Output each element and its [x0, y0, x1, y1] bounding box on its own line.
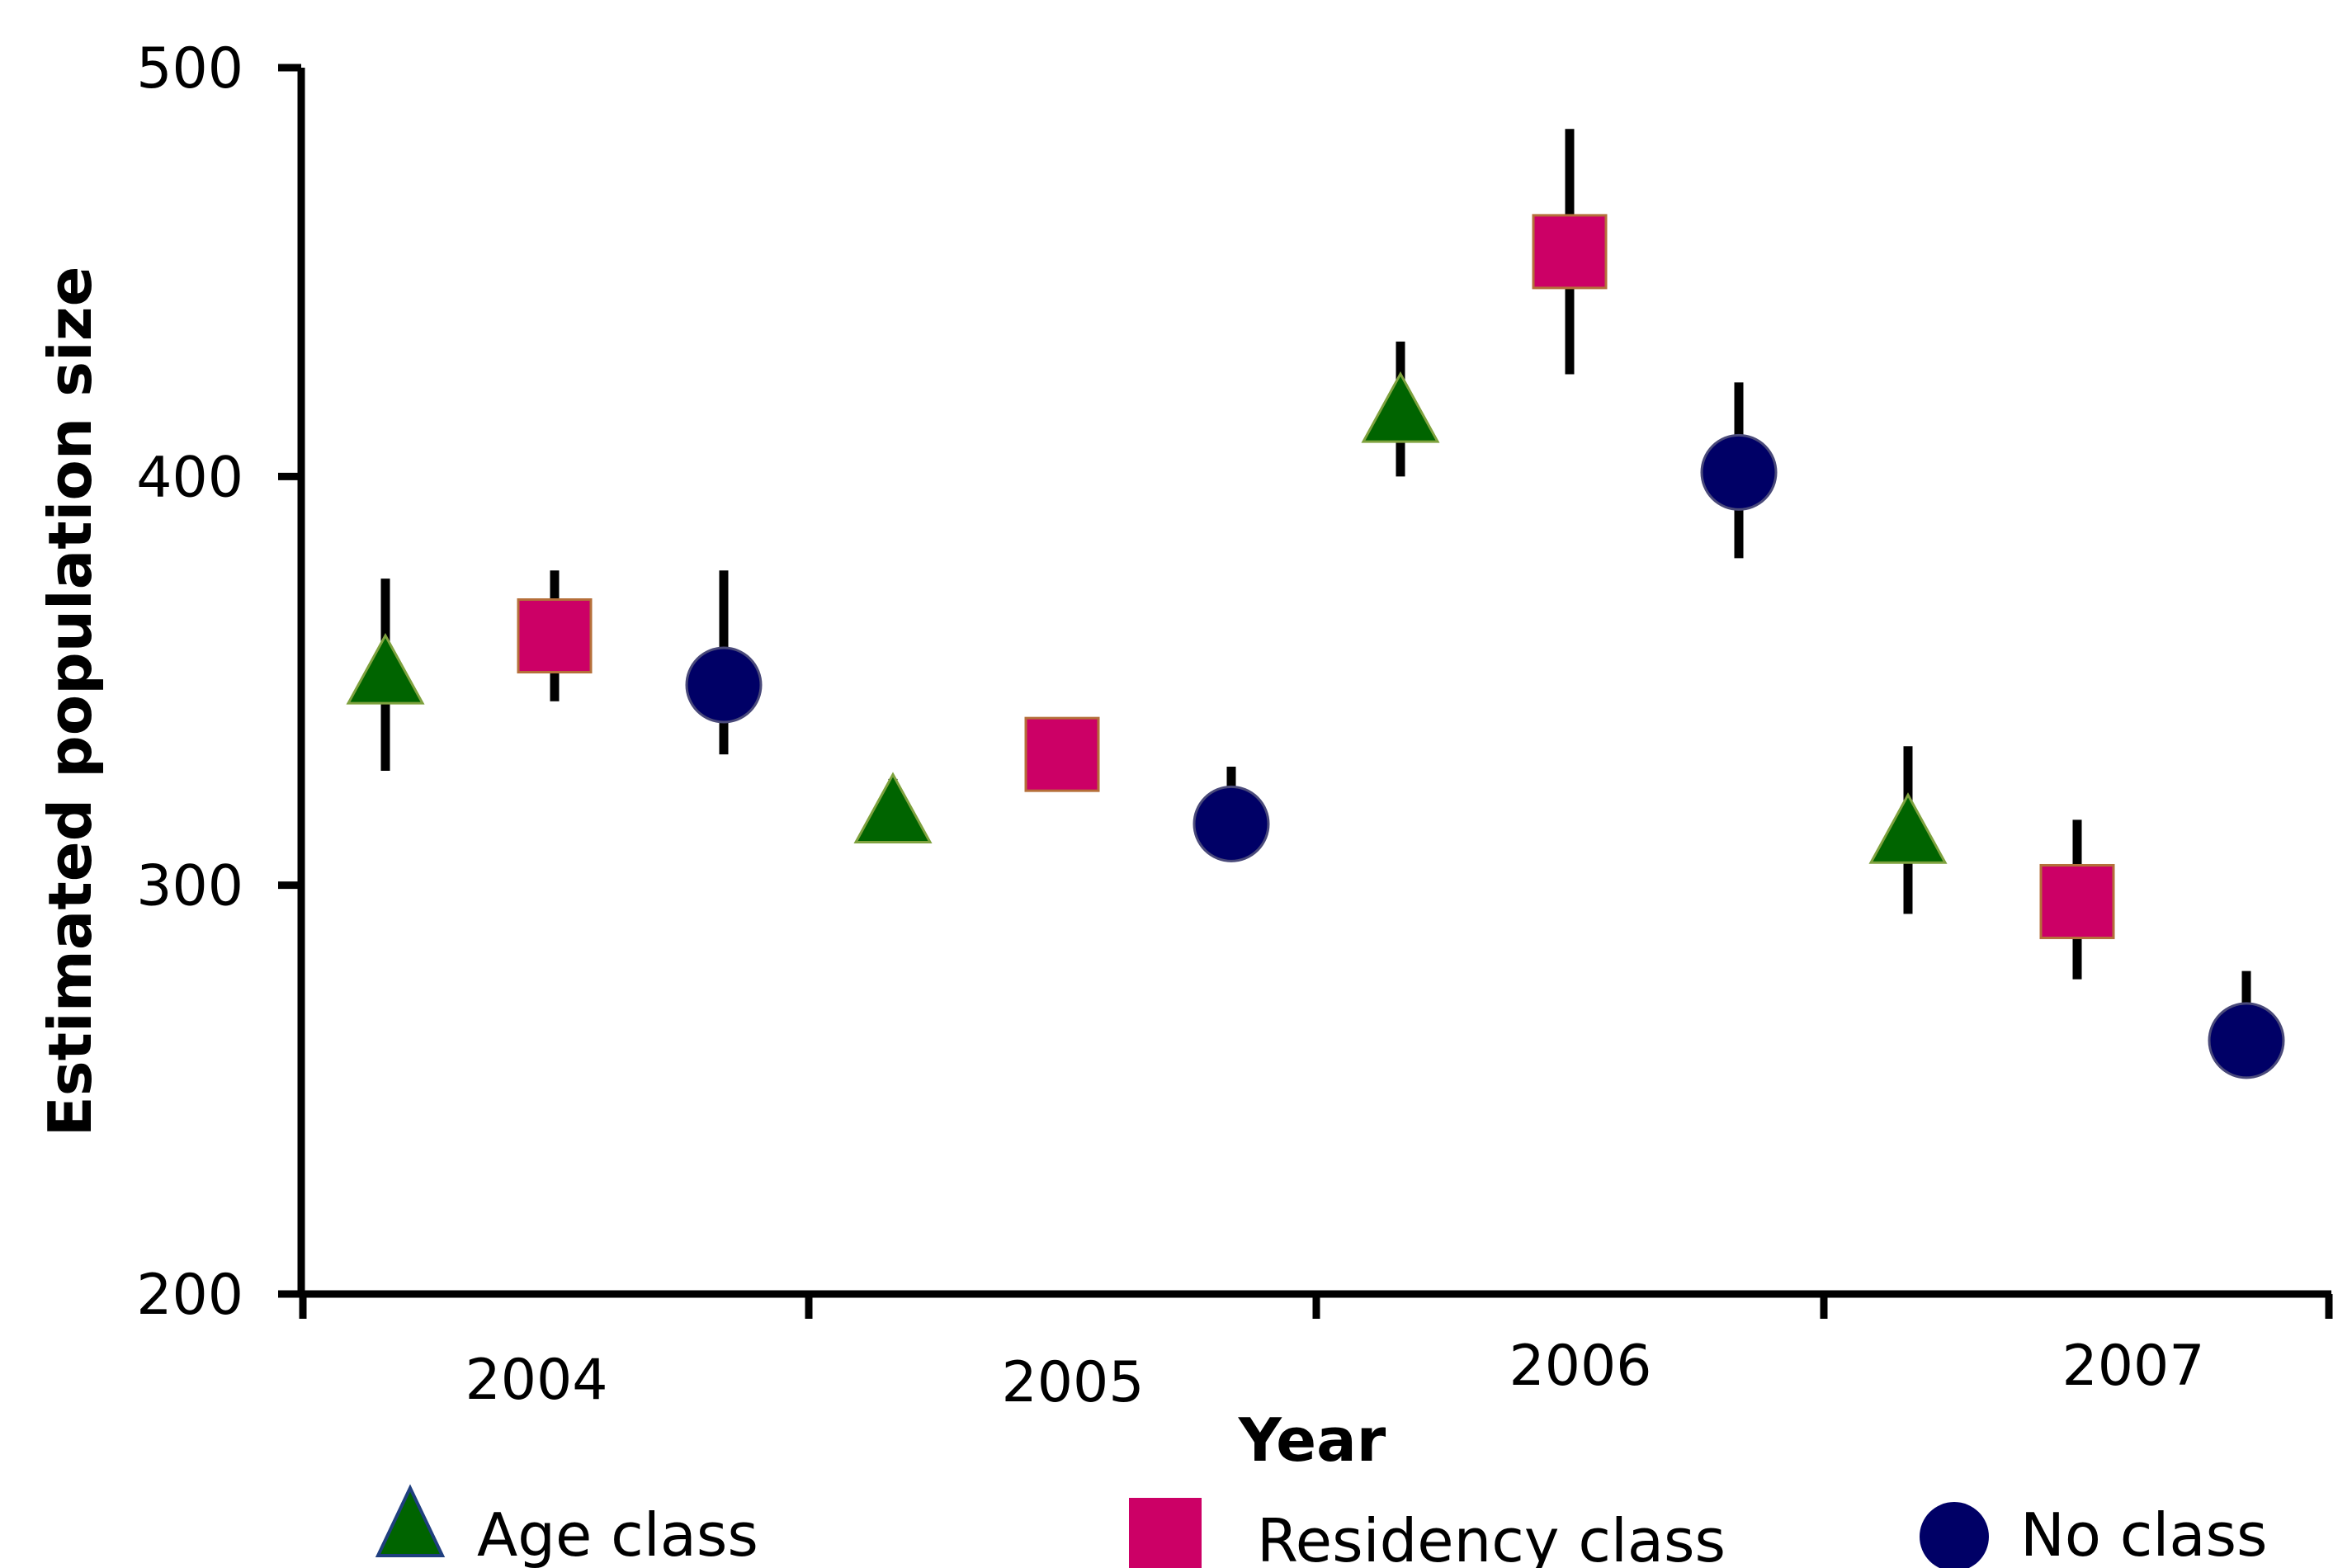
- x-tick-label: 2005: [1001, 1350, 1144, 1415]
- data-points: [346, 214, 2285, 1079]
- data-point-residency-class: [1532, 214, 1608, 290]
- legend-item-residency-class: Residency class: [1129, 1498, 1726, 1568]
- data-point-age-class: [1361, 371, 1440, 443]
- y-axis-ticks: 200 300 400 500: [136, 36, 301, 1328]
- data-point-no-class: [1700, 433, 1778, 511]
- legend-circle-icon: [1920, 1502, 1989, 1568]
- legend: Age class Residency class No class: [375, 1484, 2268, 1568]
- data-point-age-class: [1868, 792, 1948, 864]
- legend-label-no-class: No class: [2020, 1500, 2268, 1568]
- y-tick-label: 400: [136, 445, 243, 510]
- legend-label-residency-class: Residency class: [1257, 1506, 1726, 1568]
- x-axis-ticks: 2004 2005 2006 2007: [299, 1294, 2333, 1415]
- legend-triangle-icon: [375, 1484, 446, 1557]
- x-tick-label: 2007: [2062, 1334, 2204, 1399]
- legend-label-age-class: Age class: [477, 1500, 758, 1568]
- data-point-residency-class: [1024, 716, 1100, 792]
- x-axis-title: Year: [1238, 1405, 1386, 1475]
- data-point-residency-class: [517, 598, 593, 674]
- x-tick-label: 2004: [465, 1348, 607, 1413]
- data-point-no-class: [1193, 785, 1270, 862]
- x-tick-label: 2006: [1509, 1334, 1651, 1399]
- y-tick-label: 300: [136, 854, 243, 919]
- data-point-no-class: [685, 646, 763, 724]
- y-tick-label: 200: [136, 1263, 243, 1328]
- legend-square-icon: [1129, 1498, 1202, 1568]
- axes: [297, 68, 2331, 1298]
- data-point-age-class: [346, 632, 425, 705]
- legend-item-age-class: Age class: [375, 1484, 758, 1568]
- y-tick-label: 500: [136, 36, 243, 102]
- legend-item-no-class: No class: [1920, 1500, 2268, 1568]
- data-point-age-class: [853, 772, 933, 844]
- error-bars: [380, 129, 2251, 1078]
- data-point-residency-class: [2039, 863, 2115, 939]
- data-point-no-class: [2208, 1002, 2285, 1079]
- y-axis-title: Estimated population size: [35, 267, 105, 1137]
